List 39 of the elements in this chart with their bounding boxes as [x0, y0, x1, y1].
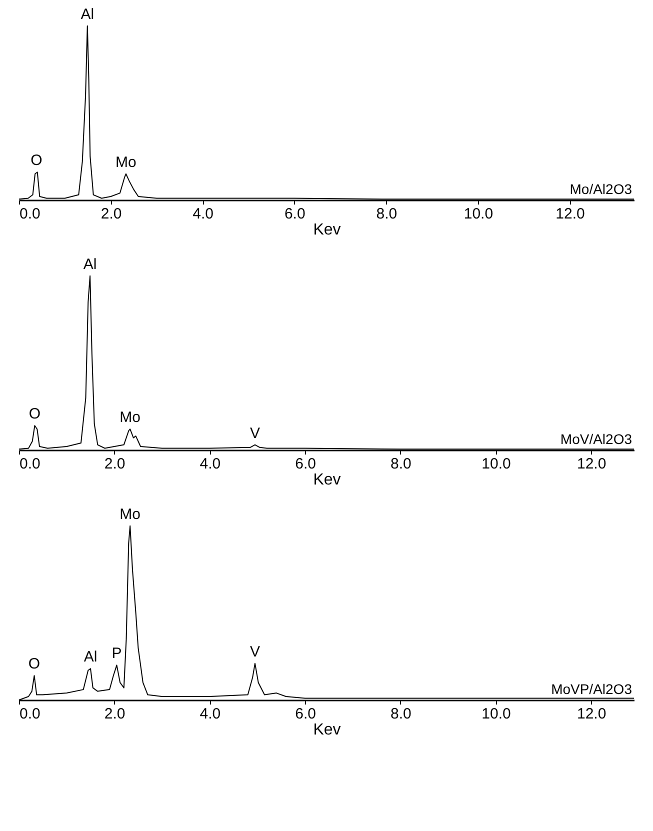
x-tick-label: 8.0	[390, 706, 412, 722]
x-tick-label: 0.0	[20, 206, 40, 222]
annotation: MoV/Al2O3	[560, 431, 632, 447]
x-tick-label: 0.0	[20, 706, 40, 722]
x-tick-label: 12.0	[556, 206, 585, 222]
x-tick-label: 2.0	[104, 456, 126, 472]
annotation: Mo	[116, 154, 136, 171]
annotation: P	[112, 645, 122, 662]
x-tick-label: 0.0	[20, 456, 40, 472]
x-tick-label: 6.0	[284, 206, 306, 222]
x-axis-title: Kev	[313, 722, 341, 738]
annotation: O	[28, 406, 41, 423]
x-tick-label: 8.0	[390, 456, 412, 472]
annotation: Al	[83, 256, 97, 273]
annotation: MoVP/Al2O3	[551, 681, 632, 697]
x-tick-label: 4.0	[200, 706, 221, 722]
annotation: Al	[84, 648, 98, 666]
x-tick-label: 10.0	[482, 706, 511, 722]
annotation: Mo	[120, 409, 141, 426]
annotation: Al	[80, 6, 94, 23]
annotation: O	[30, 152, 42, 170]
annotation: V	[250, 424, 260, 442]
x-tick-label: 6.0	[295, 456, 316, 472]
x-tick-label: 2.0	[100, 206, 122, 222]
annotation: Mo	[120, 506, 141, 523]
x-tick-label: 8.0	[376, 206, 398, 222]
x-tick-label: 4.0	[200, 456, 221, 472]
annotation: V	[250, 643, 260, 660]
x-axis-title: Kev	[313, 222, 341, 238]
annotation: O	[28, 656, 40, 673]
x-tick-label: 12.0	[576, 456, 606, 472]
x-tick-label: 12.0	[576, 706, 606, 722]
x-axis-title: Kev	[313, 472, 341, 488]
x-tick-label: 6.0	[295, 706, 316, 722]
x-tick-label: 2.0	[104, 706, 126, 722]
x-tick-label: 10.0	[482, 456, 511, 472]
x-tick-label: 4.0	[192, 206, 214, 222]
x-tick-label: 10.0	[464, 206, 494, 222]
annotation: Mo/Al2O3	[570, 181, 632, 197]
